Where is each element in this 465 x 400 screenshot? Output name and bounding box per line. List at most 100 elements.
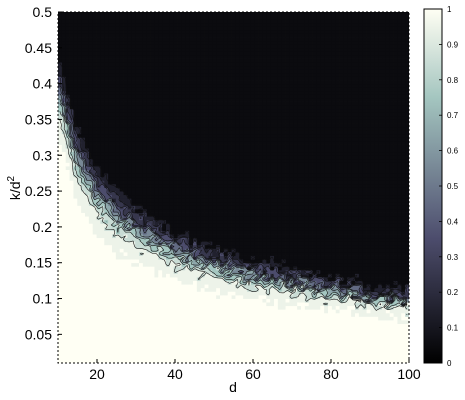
heatmap-cell bbox=[200, 90, 205, 95]
heatmap-cell bbox=[250, 105, 256, 110]
heatmap-cell bbox=[227, 187, 232, 192]
heatmap-cell bbox=[169, 62, 175, 67]
heatmap-cell bbox=[142, 248, 148, 253]
heatmap-cell bbox=[112, 259, 117, 264]
heatmap-cell bbox=[239, 83, 244, 88]
heatmap-cell bbox=[223, 248, 229, 253]
heatmap-cell bbox=[73, 33, 78, 38]
heatmap-cell bbox=[162, 312, 167, 317]
heatmap-cell bbox=[154, 169, 159, 174]
heatmap-cell bbox=[212, 287, 217, 292]
heatmap-cell bbox=[235, 80, 240, 85]
heatmap-cell bbox=[127, 69, 132, 74]
heatmap-cell bbox=[108, 341, 113, 346]
heatmap-cell bbox=[181, 234, 186, 239]
heatmap-cell bbox=[185, 58, 190, 63]
heatmap-cell bbox=[104, 294, 109, 299]
heatmap-cell bbox=[104, 187, 109, 192]
heatmap-cell bbox=[119, 22, 124, 27]
heatmap-cell bbox=[243, 137, 248, 142]
heatmap-cell bbox=[204, 37, 209, 42]
heatmap-cell bbox=[216, 312, 221, 317]
heatmap-cell bbox=[173, 230, 178, 235]
heatmap-cell bbox=[200, 51, 205, 56]
heatmap-cell bbox=[247, 94, 252, 99]
heatmap-cell bbox=[150, 123, 155, 128]
heatmap-cell bbox=[154, 323, 159, 328]
heatmap-cell bbox=[154, 44, 159, 49]
heatmap-cell bbox=[135, 298, 140, 303]
heatmap-cell bbox=[123, 140, 128, 145]
heatmap-cell bbox=[65, 216, 70, 221]
heatmap-cell bbox=[112, 169, 117, 174]
heatmap-cell bbox=[223, 234, 229, 239]
heatmap-cell bbox=[189, 341, 194, 346]
heatmap-cell bbox=[85, 151, 90, 156]
heatmap-cell bbox=[142, 87, 148, 92]
heatmap-cell bbox=[119, 47, 124, 52]
heatmap-cell bbox=[189, 90, 194, 95]
heatmap-cell bbox=[223, 65, 229, 70]
heatmap-cell bbox=[204, 323, 209, 328]
heatmap-cell bbox=[104, 162, 109, 167]
heatmap-cell bbox=[231, 327, 236, 332]
heatmap-cell bbox=[185, 201, 190, 206]
heatmap-cell bbox=[81, 201, 86, 206]
heatmap-cell bbox=[139, 19, 144, 24]
heatmap-cell bbox=[61, 330, 67, 335]
heatmap-cell bbox=[77, 201, 82, 206]
heatmap-cell bbox=[100, 44, 105, 49]
heatmap-cell bbox=[100, 97, 105, 102]
heatmap-cell bbox=[73, 69, 78, 74]
heatmap-cell bbox=[231, 108, 236, 113]
heatmap-cell bbox=[220, 273, 225, 278]
heatmap-cell bbox=[73, 262, 78, 267]
heatmap-cell bbox=[108, 266, 113, 271]
heatmap-cell bbox=[65, 97, 70, 102]
heatmap-cell bbox=[142, 19, 148, 24]
heatmap-cell bbox=[227, 226, 232, 231]
heatmap-cell bbox=[158, 62, 163, 67]
heatmap-cell bbox=[169, 269, 175, 274]
heatmap-cell bbox=[162, 72, 167, 77]
heatmap-cell bbox=[150, 105, 155, 110]
heatmap-cell bbox=[250, 234, 256, 239]
heatmap-cell bbox=[85, 12, 90, 16]
heatmap-cell bbox=[250, 355, 256, 360]
heatmap-cell bbox=[220, 83, 225, 88]
heatmap-cell bbox=[212, 305, 217, 310]
heatmap-cell bbox=[81, 105, 86, 110]
heatmap-cell bbox=[58, 40, 63, 45]
heatmap-cell bbox=[158, 191, 163, 196]
heatmap-cell bbox=[65, 54, 70, 59]
heatmap-cell bbox=[223, 302, 229, 307]
heatmap-cell bbox=[123, 334, 128, 339]
heatmap-cell bbox=[243, 212, 248, 217]
heatmap-cell bbox=[69, 51, 74, 56]
heatmap-cell bbox=[196, 155, 202, 160]
heatmap-cell bbox=[189, 148, 194, 153]
heatmap-cell bbox=[127, 90, 132, 95]
heatmap-cell bbox=[200, 284, 205, 289]
heatmap-cell bbox=[92, 355, 97, 360]
heatmap-cell bbox=[131, 151, 136, 156]
heatmap-cell bbox=[158, 19, 163, 24]
heatmap-cell bbox=[227, 291, 232, 296]
heatmap-cell bbox=[92, 169, 97, 174]
heatmap-cell bbox=[77, 269, 82, 274]
heatmap-cell bbox=[61, 37, 67, 42]
heatmap-cell bbox=[169, 302, 175, 307]
heatmap-cell bbox=[162, 62, 167, 67]
heatmap-cell bbox=[81, 277, 86, 282]
heatmap-cell bbox=[196, 169, 202, 174]
heatmap-cell bbox=[88, 352, 94, 357]
heatmap-cell bbox=[185, 44, 190, 49]
heatmap-cell bbox=[135, 237, 140, 242]
heatmap-cell bbox=[150, 126, 155, 131]
heatmap-cell bbox=[131, 44, 136, 49]
heatmap-cell bbox=[108, 234, 113, 239]
heatmap-cell bbox=[227, 47, 232, 52]
heatmap-cell bbox=[131, 137, 136, 142]
heatmap-cell bbox=[150, 234, 155, 239]
heatmap-cell bbox=[227, 108, 232, 113]
